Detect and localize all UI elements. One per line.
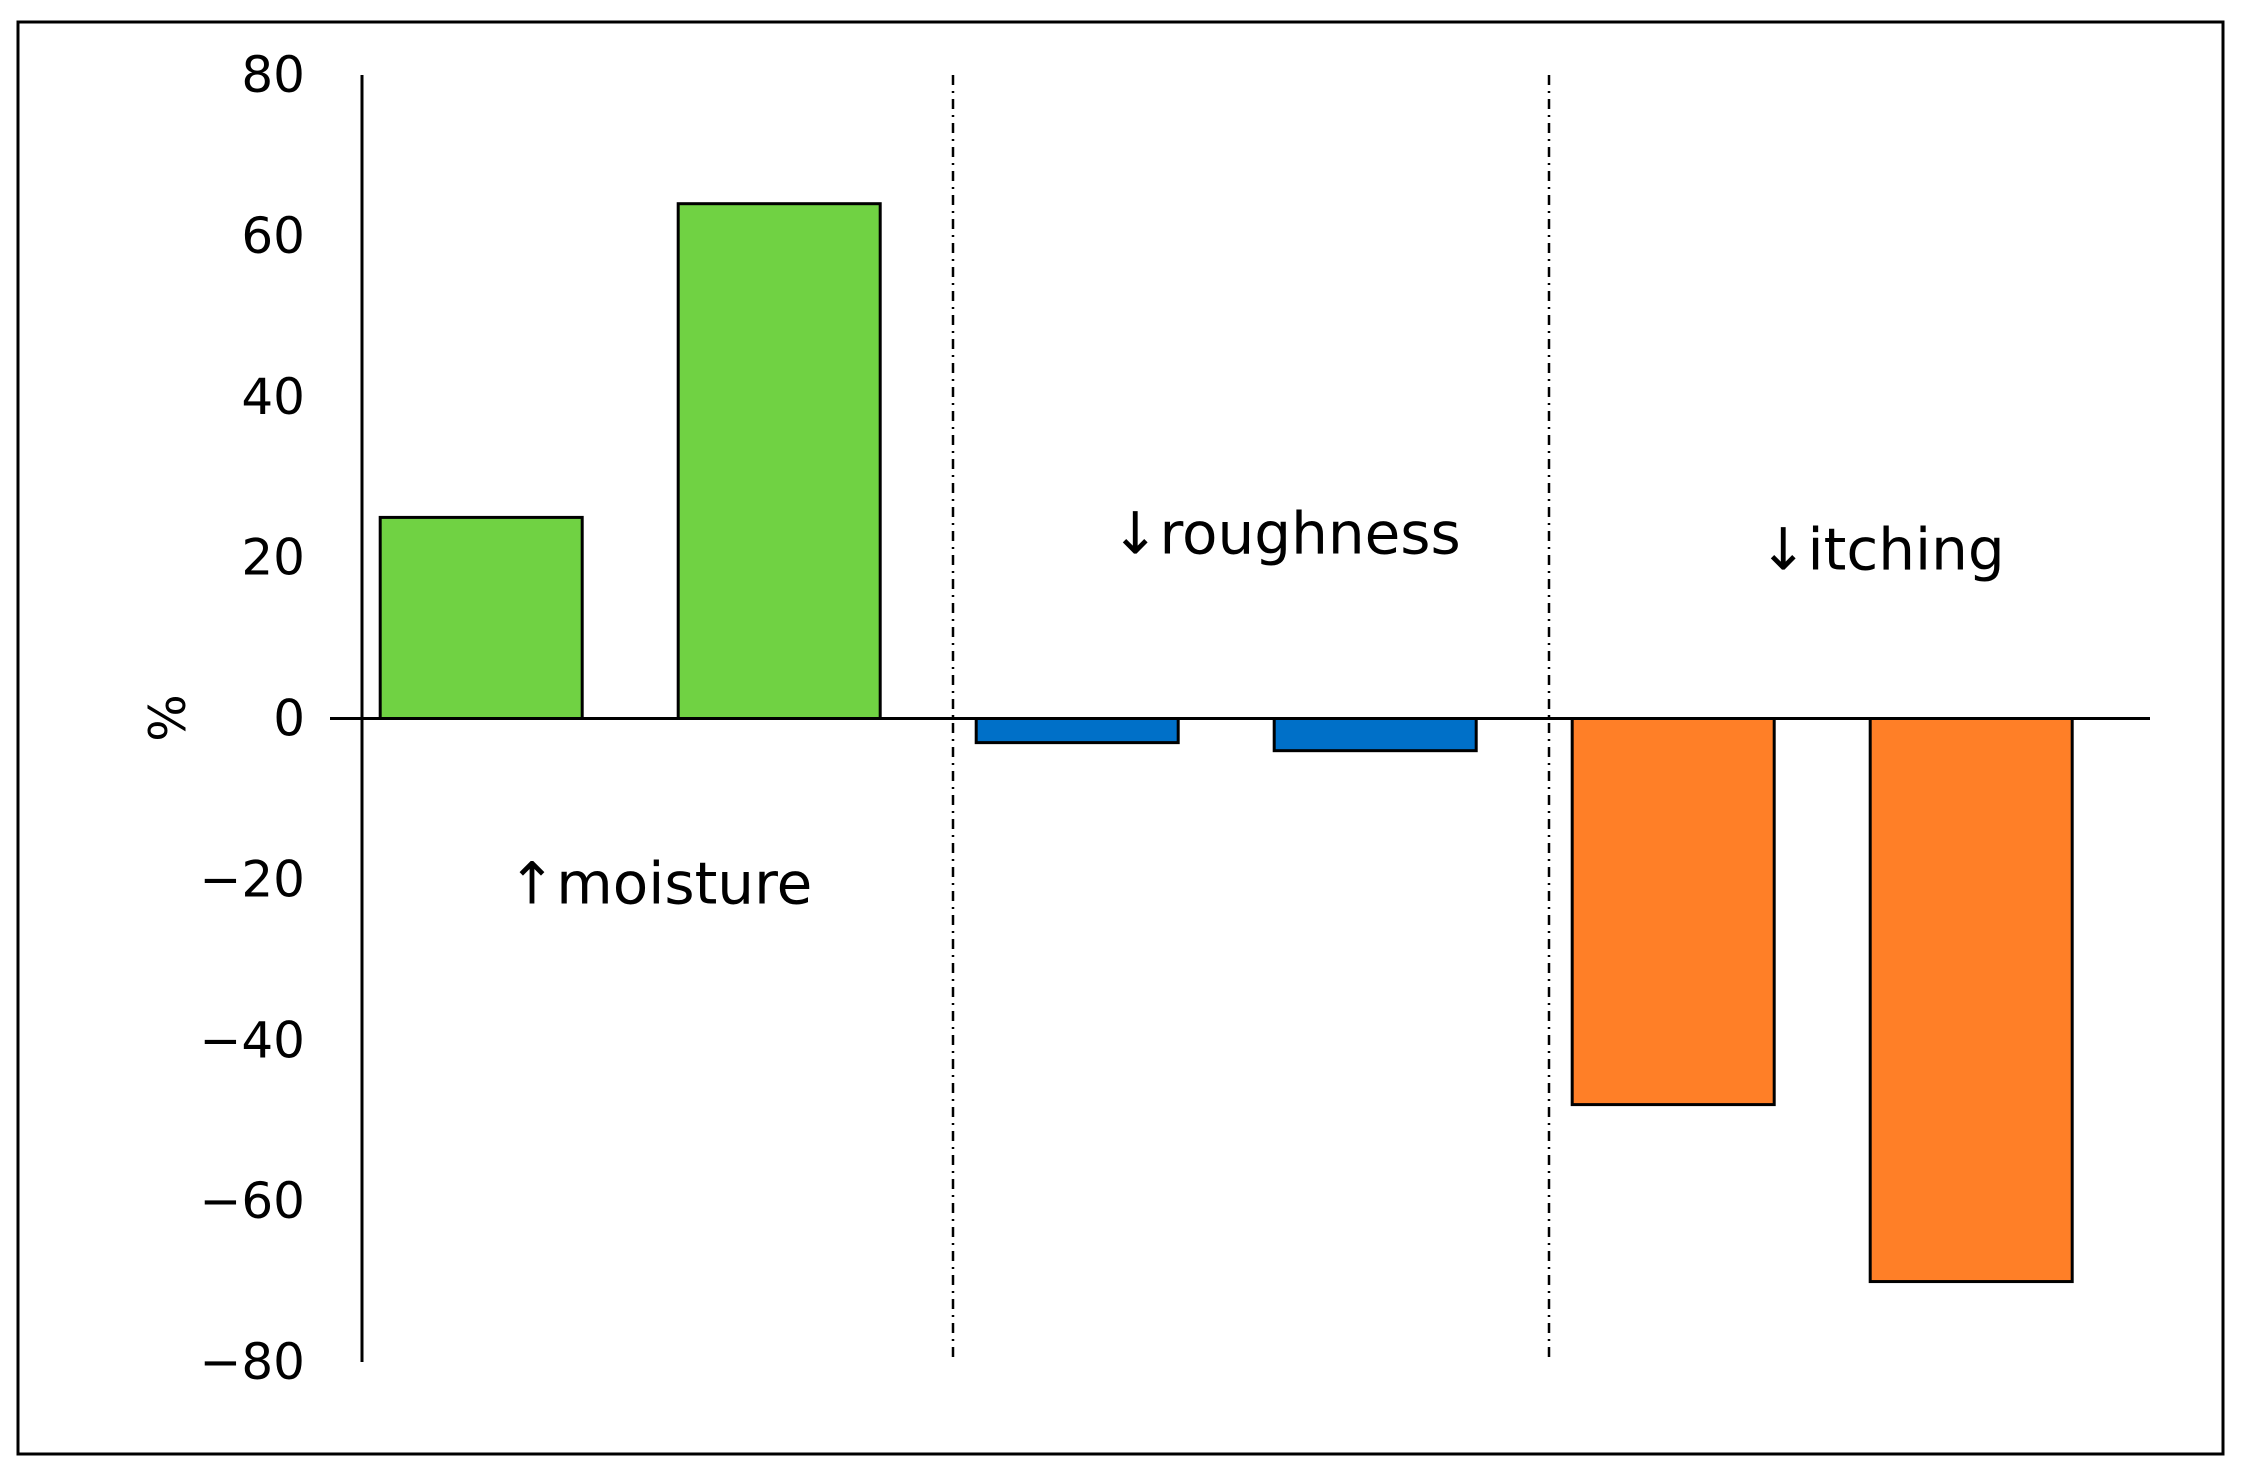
bar [1272,717,1478,753]
group-label: ↑moisture [508,850,813,918]
group-separators [951,75,1551,1362]
y-tick-label: −60 [199,1172,305,1230]
y-tick-label: 20 [241,529,305,587]
group-labels: ↑moisture ↓roughness ↓itching [508,500,2005,918]
y-tick-label: −20 [199,850,305,908]
group-label: ↓roughness [1111,500,1461,568]
y-tick-label: −80 [199,1333,305,1391]
group-label: ↓itching [1759,516,2005,584]
y-tick-labels: 80 60 40 20 0 −20 −40 −60 −80 [199,46,305,1391]
bar [1570,717,1776,1107]
y-axis-label: % [139,694,197,742]
bar [1868,717,2074,1284]
y-tick-label: 60 [241,207,305,265]
y-tick-label: −40 [199,1011,305,1069]
bar [974,717,1180,745]
y-tick-label: 80 [241,46,305,104]
bar [676,202,882,720]
bars [378,202,2074,1284]
axes [330,75,2150,1362]
y-tick-label: 0 [273,690,305,748]
y-tick-label: 40 [241,368,305,426]
bar [378,515,584,720]
